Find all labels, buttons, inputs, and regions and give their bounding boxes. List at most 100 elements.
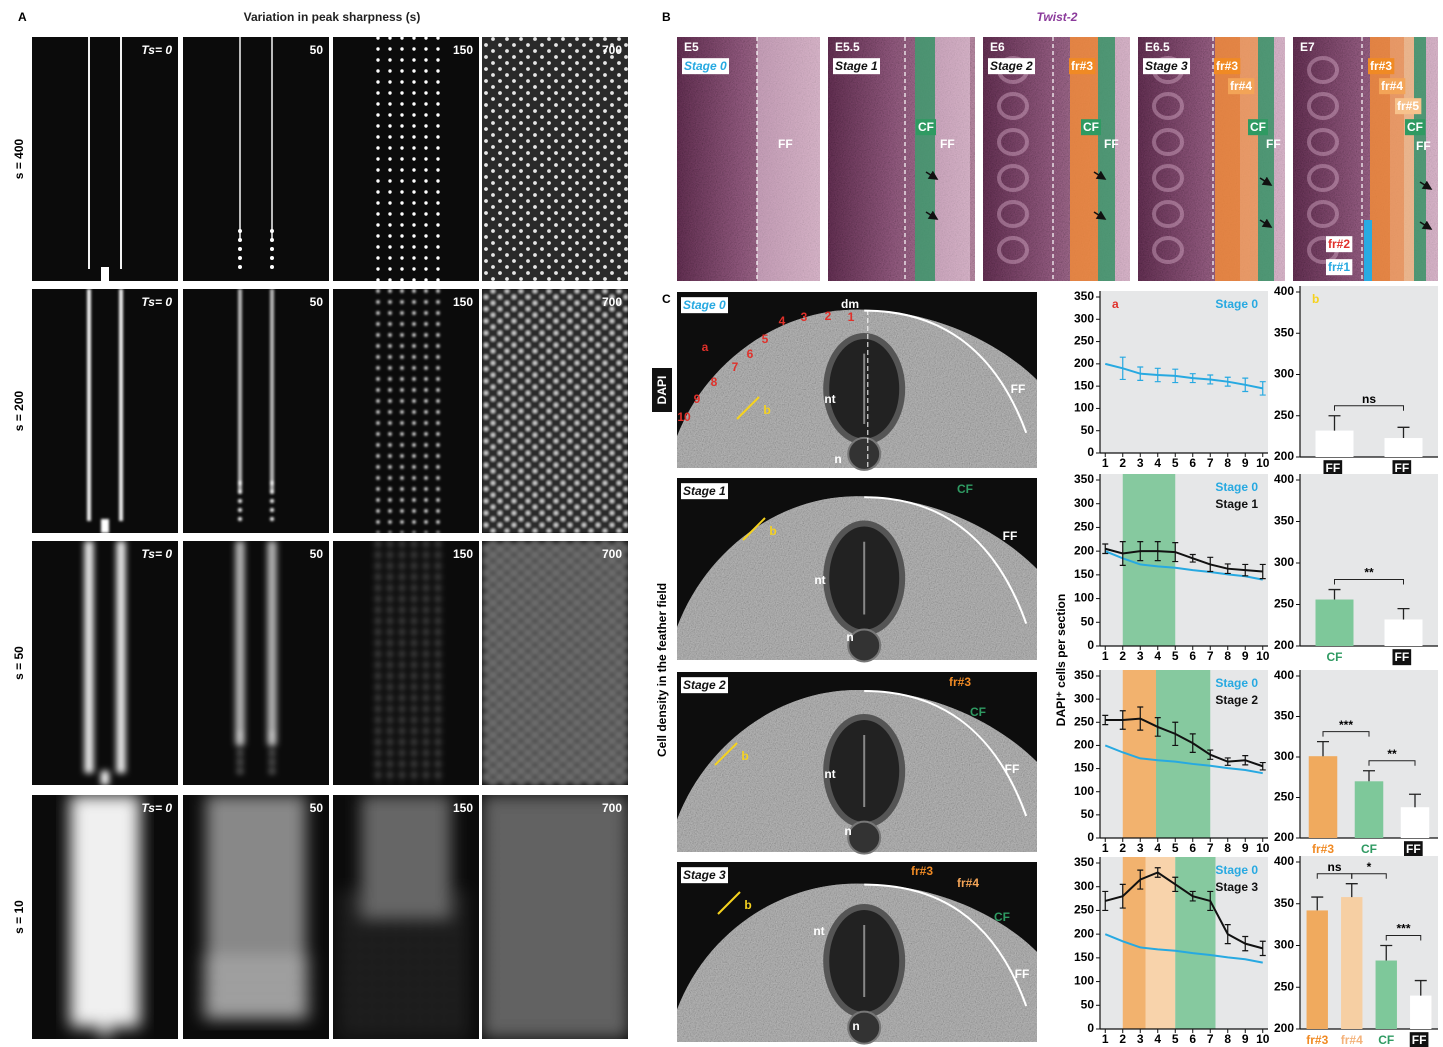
y-tick-label: 300 [1074,691,1094,705]
y-tick-label: 350 [1074,668,1094,682]
x-tick-label: 3 [1137,649,1144,663]
region-band [1146,857,1176,1029]
stripe [88,37,90,269]
stripe [119,289,123,521]
x-tick-label: 7 [1207,841,1214,855]
bar [1316,600,1354,646]
y-tick-label: 400 [1274,854,1294,868]
x-tick-label: 8 [1224,841,1231,855]
y-tick-label: 250 [1074,520,1094,534]
axis-label: Cell density in the feather field [655,583,669,757]
panel-label: A [18,10,27,24]
section-label: 8 [711,375,718,389]
significance-label: *** [1339,718,1353,732]
section-label: b [769,524,776,538]
section-label: 7 [732,360,739,374]
region-label-group: fr#4 [1379,78,1405,94]
band [201,959,311,962]
stage-label: Stage 2 [990,59,1033,73]
stage-label-group: Stage 3 [1143,58,1190,74]
tile [482,541,628,785]
x-tick-label: 3 [1137,456,1144,470]
y-tick-label: 200 [1074,543,1094,557]
region-band [757,37,820,281]
bar [1316,431,1354,457]
x-tick-label: CF [1378,1033,1394,1047]
tile [482,795,628,1039]
region-band [935,37,970,281]
section-label: CF [957,482,973,496]
y-tick-label: 200 [1274,638,1294,652]
x-tick-label: 2 [1119,649,1126,663]
x-tick-label: 8 [1224,649,1231,663]
section-label: dm [841,297,859,311]
spot [238,517,242,521]
x-tick-label: 1 [1102,649,1109,663]
y-tick-label: 50 [1081,807,1095,821]
x-tick-label: 3 [1137,1032,1144,1046]
x-tick-label: 8 [1224,1032,1231,1046]
tile-label: 700 [602,801,622,815]
region-label-group: fr#3 [1368,58,1394,74]
y-tick-label: 150 [1074,567,1094,581]
stage-label-group: Stage 0 [682,58,729,74]
section-label: 3 [801,310,808,324]
spot [270,265,274,269]
spots [368,289,444,533]
y-tick-label: 250 [1274,979,1294,993]
y-tick-label: 200 [1274,449,1294,463]
x-tick-label: 7 [1207,1032,1214,1046]
stage-day: E5.5 [835,40,860,54]
band [201,1003,311,1006]
x-tick-label: 5 [1172,456,1179,470]
tile-label: Ts= 0 [141,801,172,815]
y-tick-label: 150 [1074,950,1094,964]
band [201,1014,311,1017]
legend-entry: Stage 3 [1215,880,1258,894]
x-tick-label: 10 [1256,1032,1270,1046]
y-tick-label: 300 [1274,555,1294,569]
x-tick-label: 2 [1119,456,1126,470]
section-label: n [844,824,851,838]
legend-entry: Stage 0 [1215,480,1258,494]
y-tick-label: 100 [1074,974,1094,988]
region-label: fr#4 [1381,79,1403,93]
y-tick-label: 100 [1074,784,1094,798]
y-tick-label: 50 [1081,423,1095,437]
y-tick-label: 300 [1274,367,1294,381]
y-tick-label: 150 [1074,378,1094,392]
y-tick-label: 0 [1087,638,1094,652]
bar [1376,961,1397,1029]
section-label: b [763,403,770,417]
x-tick-label: 9 [1242,649,1249,663]
x-tick-label: 6 [1189,1032,1196,1046]
significance-label: * [1367,860,1372,874]
spot [238,265,242,269]
x-tick-label: FF [1395,650,1410,664]
chart-label: b [1312,292,1319,306]
bar [1401,807,1430,838]
region-label: fr#3 [1071,59,1093,73]
x-tick-label: CF [1361,842,1377,856]
tile-label: 700 [602,295,622,309]
region-band [1404,37,1414,281]
x-tick-label: 1 [1102,841,1109,855]
y-tick-label: 250 [1274,597,1294,611]
section-label: 10 [677,410,691,424]
spot [238,733,242,737]
spot [270,733,274,737]
region-label-group: fr#3 [1214,58,1240,74]
spot [238,490,242,494]
spot [270,742,274,746]
tile-label: 50 [310,43,324,57]
section-label: fr#3 [911,864,933,878]
significance-label: ** [1364,566,1374,580]
tile-label: 50 [310,547,324,561]
spot [270,481,274,485]
spot [238,481,242,485]
notochord [848,822,880,854]
tile-label: 150 [453,547,473,561]
stage-label-group: Stage 3 [681,867,728,883]
x-tick-label: FF [1326,461,1341,475]
stage-label: Stage 1 [835,59,878,73]
